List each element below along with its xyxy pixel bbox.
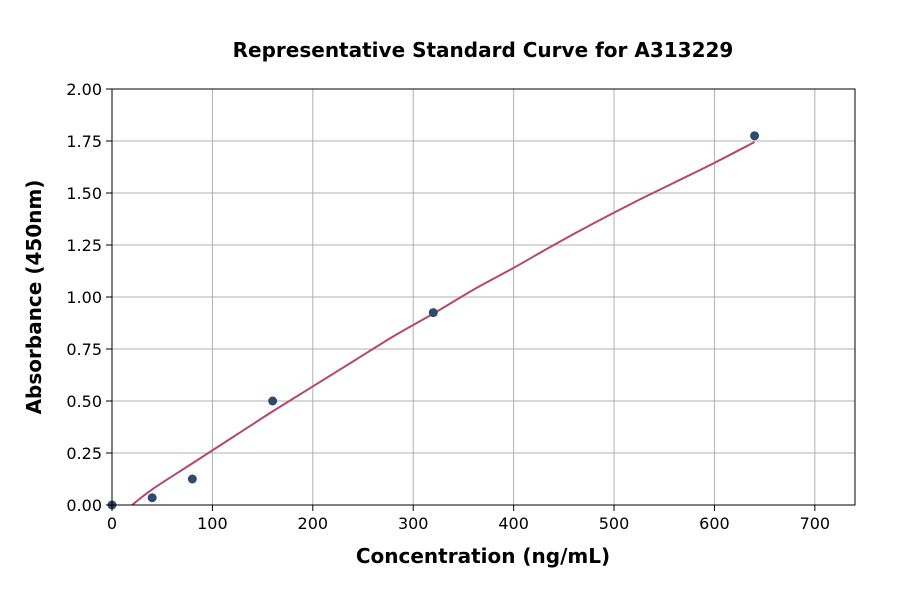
y-tick-label: 1.00 <box>66 288 102 307</box>
fit-curve-layer <box>131 141 756 506</box>
y-tick-label: 0.75 <box>66 340 102 359</box>
y-tick-label: 0.00 <box>66 496 102 515</box>
x-tick-label: 300 <box>398 514 429 533</box>
y-tick-label: 1.50 <box>66 184 102 203</box>
x-tick-label: 100 <box>197 514 228 533</box>
y-axis-label: Absorbance (450nm) <box>22 180 46 415</box>
data-point <box>268 396 278 406</box>
data-point <box>147 493 157 503</box>
data-point <box>187 474 197 484</box>
fit-curve-line <box>131 141 756 506</box>
y-tick-label: 0.25 <box>66 444 102 463</box>
y-tick-label: 2.00 <box>66 80 102 99</box>
x-tick-label: 500 <box>599 514 630 533</box>
x-axis-label: Concentration (ng/mL) <box>356 544 610 568</box>
x-tick-label: 200 <box>298 514 329 533</box>
x-axis: 0 100 200 300 400 500 600 700 <box>107 505 830 533</box>
data-points-layer <box>107 131 760 510</box>
y-tick-label: 1.75 <box>66 132 102 151</box>
x-tick-label: 400 <box>498 514 529 533</box>
y-tick-label: 1.25 <box>66 236 102 255</box>
chart-title: Representative Standard Curve for A31322… <box>233 38 734 62</box>
x-tick-label: 700 <box>800 514 831 533</box>
data-point <box>428 308 438 318</box>
data-point <box>750 131 760 141</box>
y-axis: 0.00 0.25 0.50 0.75 1.00 1.25 1.50 1.75 2.00 <box>66 80 112 515</box>
x-tick-label: 600 <box>699 514 730 533</box>
y-tick-label: 0.50 <box>66 392 102 411</box>
x-tick-label: 0 <box>107 514 117 533</box>
